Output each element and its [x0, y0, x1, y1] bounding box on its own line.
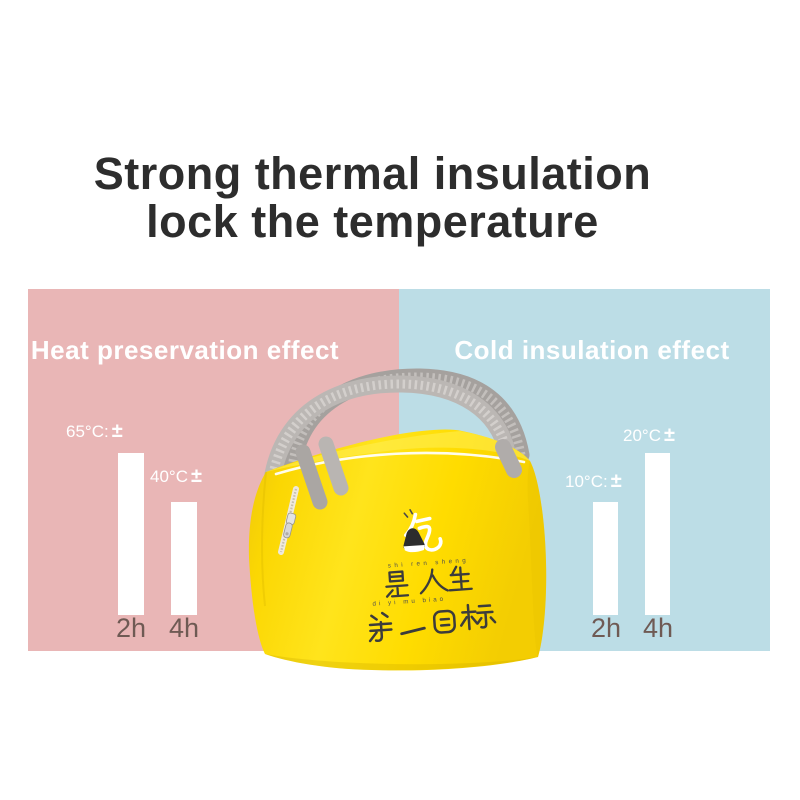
bag-bottom-shade — [265, 654, 538, 671]
heat-bar-2h — [118, 453, 144, 615]
zipper-pull-icon — [283, 512, 297, 539]
heat-panel-title: Heat preservation effect — [30, 335, 340, 365]
page-title: Strong thermal insulation lock the tempe… — [0, 150, 745, 246]
bag-print-hanzi-2 — [368, 603, 497, 643]
cold-bar-2h — [593, 502, 618, 615]
heat-bar2-value-label: 40°C ± — [150, 465, 202, 488]
plus-minus-sign: ± — [190, 465, 202, 487]
bag-print-hanzi-1 — [385, 565, 473, 598]
cold-bar1-value-label: 10°C: ± — [565, 470, 622, 493]
bag-left-crease — [261, 471, 267, 607]
temp-value: 40°C — [150, 467, 188, 486]
cold-bar-4h — [645, 453, 670, 615]
lunch-bag-product-photo: shi ren sheng di yi mu biao — [248, 368, 547, 671]
bag-handles — [262, 368, 530, 496]
onigiri-icon — [403, 528, 425, 553]
bag-handle-attachments — [295, 436, 522, 510]
title-line-2: lock the temperature — [146, 196, 599, 247]
heat-time-label-4h: 4h — [168, 613, 200, 643]
plus-minus-sign: ± — [663, 424, 675, 446]
heat-time-label-2h: 2h — [115, 613, 147, 643]
cold-bar2-value-label: 20°C ± — [623, 424, 675, 447]
plus-minus-sign: ± — [111, 420, 123, 442]
plus-minus-sign: ± — [610, 470, 622, 492]
cold-time-label-4h: 4h — [642, 613, 674, 643]
heat-bar1-value-label: 65°C: ± — [66, 420, 123, 443]
temp-value: 10°C: — [565, 472, 608, 491]
bag-side-shade — [527, 461, 547, 657]
bag-lid-highlight — [266, 431, 530, 472]
heat-bar-4h — [171, 502, 197, 615]
bag-print-headline-glyph — [403, 509, 443, 553]
title-line-1: Strong thermal insulation — [93, 148, 652, 199]
temp-value: 65°C: — [66, 422, 109, 441]
temp-value: 20°C — [623, 426, 661, 445]
bag-zipper — [278, 486, 299, 555]
cold-panel-title: Cold insulation effect — [454, 335, 730, 365]
cold-time-label-2h: 2h — [590, 613, 622, 643]
